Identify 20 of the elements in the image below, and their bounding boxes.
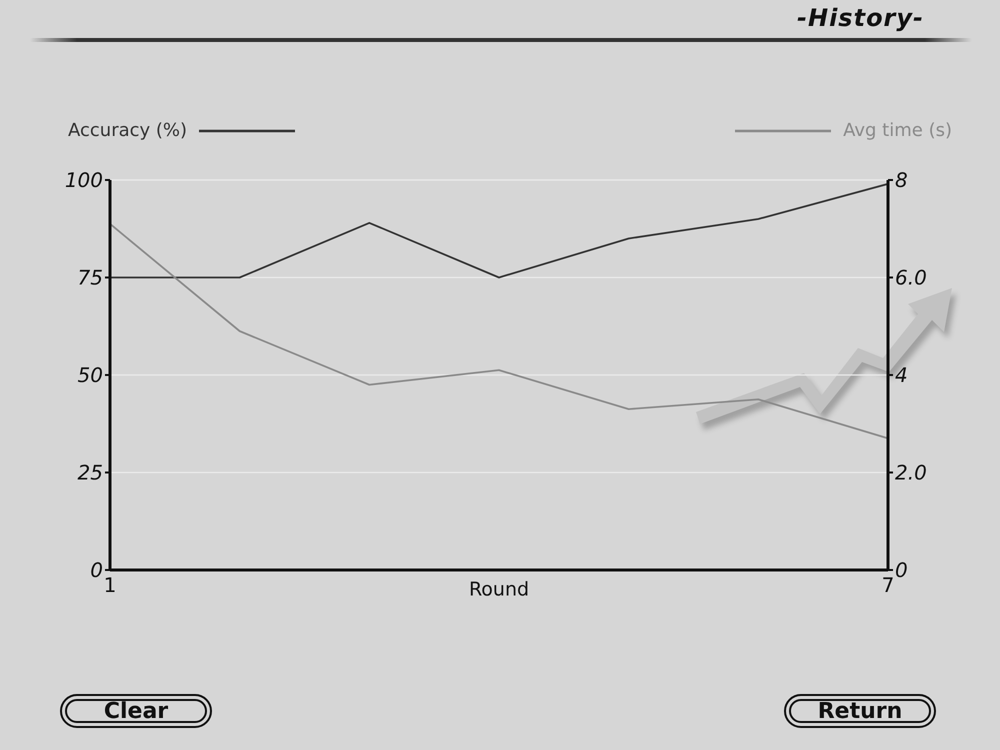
y-tick-label: 25 bbox=[78, 460, 103, 485]
x-tick-label: 7 bbox=[882, 573, 894, 598]
y-tick-label: 50 bbox=[78, 363, 103, 388]
x-axis-title: Round bbox=[468, 578, 530, 600]
y2-tick-label: 6.0 bbox=[895, 266, 927, 290]
y2-tick-label: 4 bbox=[895, 363, 908, 388]
x-tick-label: 1 bbox=[104, 573, 116, 598]
line-series bbox=[110, 183, 888, 278]
text: Accuracy (%) bbox=[68, 120, 188, 141]
right-button: Return bbox=[784, 694, 936, 728]
y-tick-label: 100 bbox=[64, 168, 103, 192]
line-series bbox=[110, 222, 888, 440]
y2-tick-label: 2.0 bbox=[895, 460, 927, 485]
y2-tick-label: 0 bbox=[895, 558, 908, 582]
chart-title: -History- bbox=[797, 4, 924, 32]
left-button: Clear bbox=[60, 694, 212, 728]
y-tick-label: 75 bbox=[78, 266, 103, 290]
y2-tick-label: 8 bbox=[895, 168, 908, 192]
y-tick-label: 0 bbox=[90, 558, 103, 582]
text: Avg time (s) bbox=[843, 120, 952, 141]
